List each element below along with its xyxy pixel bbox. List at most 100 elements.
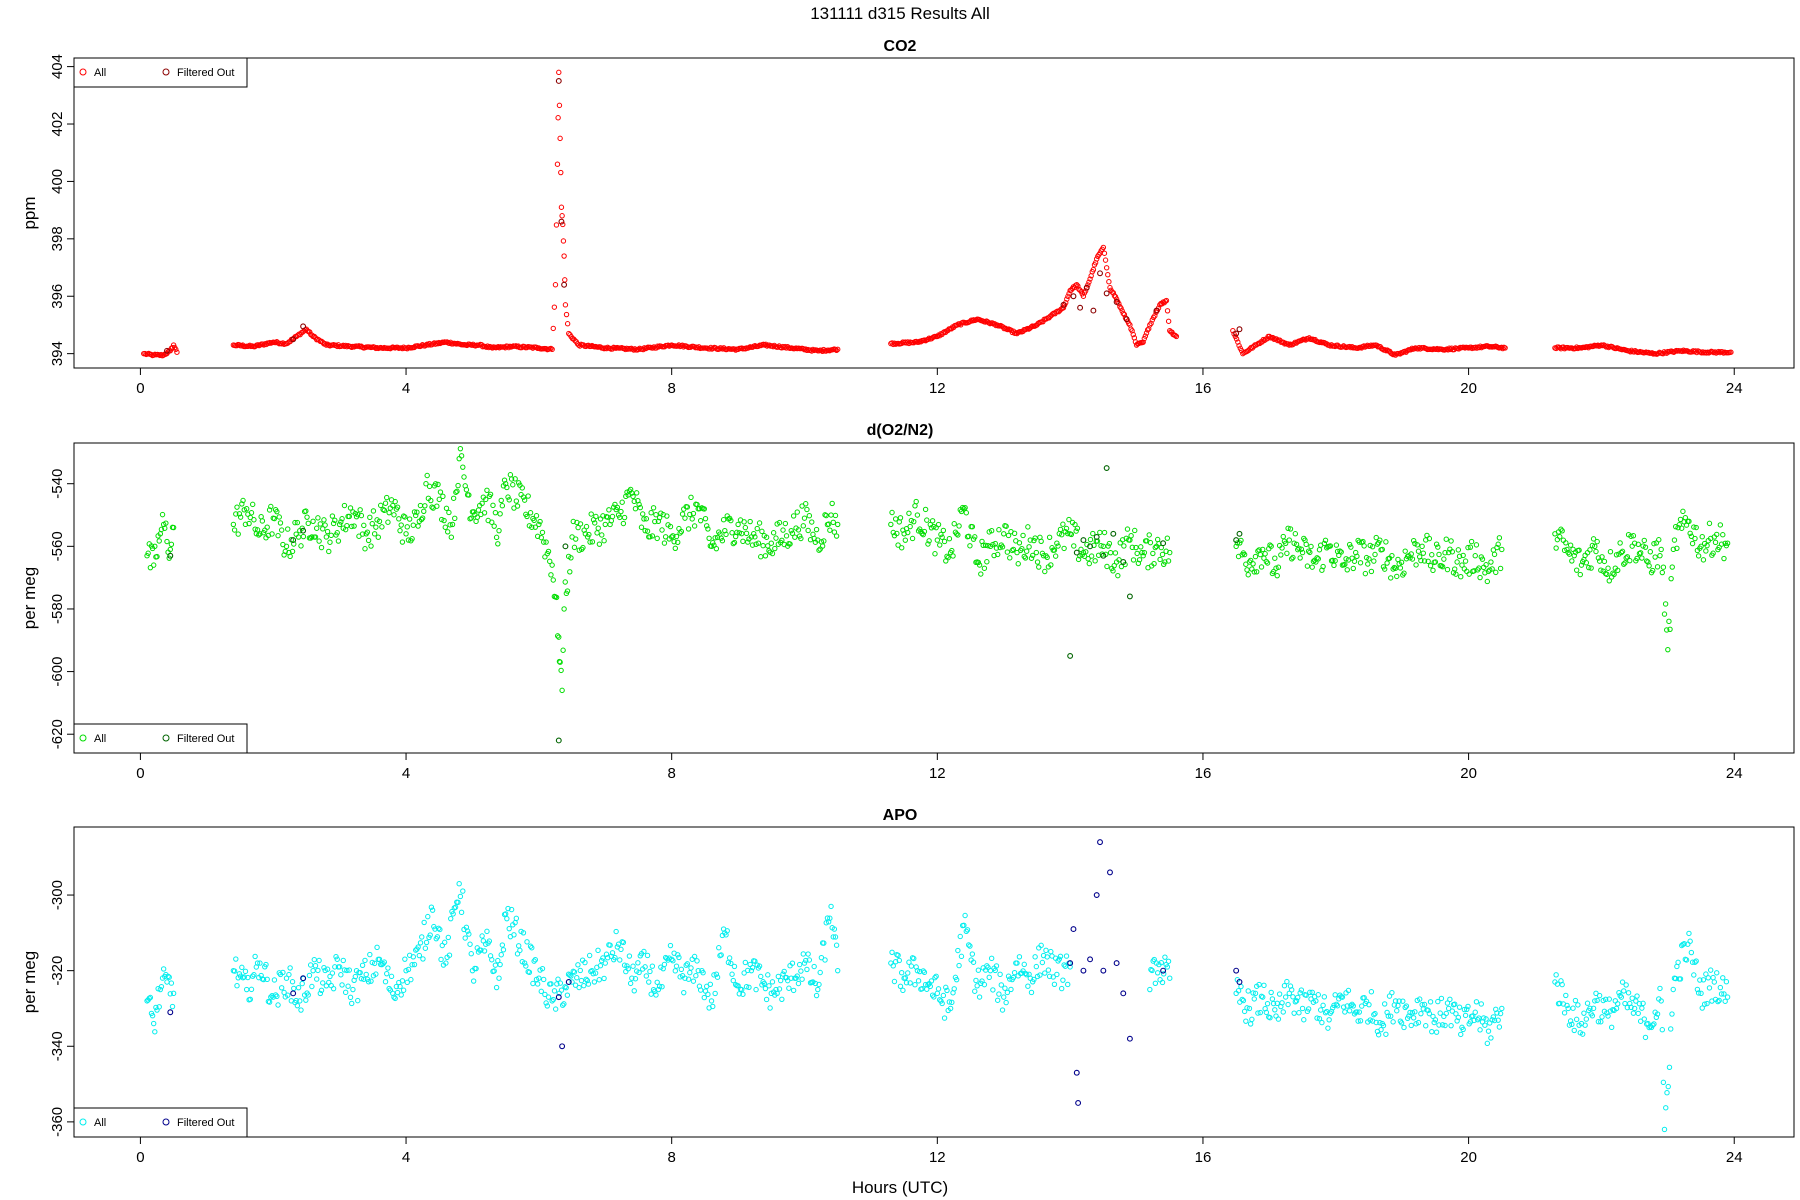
apo-point — [1320, 1002, 1326, 1009]
o2n2-point — [597, 516, 604, 522]
o2n2-point — [1381, 566, 1388, 572]
apo-point — [1383, 1031, 1389, 1037]
apo-point — [1635, 1010, 1641, 1017]
apo-point — [889, 949, 895, 955]
apo-point — [689, 956, 695, 962]
apo-point — [313, 976, 320, 982]
o2n2-axes: 0 4 8 12 16 20 24-540-560-580-600-620 — [49, 469, 1743, 782]
o2n2-point — [1124, 526, 1131, 532]
apo-point — [1386, 993, 1393, 999]
co2-point — [1101, 250, 1108, 256]
apo-point — [1615, 1001, 1621, 1007]
o2n2-point — [487, 491, 494, 498]
apo-point — [263, 961, 269, 968]
o2n2-point — [640, 511, 646, 517]
apo-point — [384, 970, 390, 977]
apo-point — [435, 925, 442, 932]
o2n2-point — [799, 503, 805, 509]
o2n2-point — [402, 514, 408, 520]
apo-point — [1356, 1009, 1363, 1015]
apo-point — [299, 980, 305, 987]
apo-point — [397, 983, 403, 990]
apo-point — [584, 977, 591, 984]
o2n2-point — [1448, 538, 1454, 544]
o2n2-point — [749, 542, 756, 548]
o2n2-point — [496, 527, 502, 534]
co2-y-tick-label: 398 — [49, 226, 66, 251]
o2n2-point — [1333, 542, 1340, 548]
apo-point — [1164, 964, 1171, 970]
apo-point — [1061, 962, 1067, 968]
o2n2-point — [243, 506, 250, 512]
apo-point — [470, 978, 477, 984]
o2n2-y-tick-label: -620 — [49, 719, 66, 749]
apo-point — [1443, 1010, 1449, 1017]
apo-point — [1640, 1000, 1646, 1007]
co2-point — [1382, 347, 1388, 353]
apo-point — [765, 972, 771, 978]
apo-point — [1613, 1005, 1620, 1012]
apo-point — [1494, 1010, 1500, 1016]
apo-point — [362, 957, 368, 964]
apo-point — [595, 947, 601, 954]
co2-point — [1163, 297, 1170, 304]
apo-point — [1359, 1003, 1365, 1009]
apo-point — [607, 942, 613, 948]
o2n2-point — [758, 554, 764, 560]
o2n2-point — [1566, 551, 1573, 557]
apo-point — [821, 940, 827, 946]
o2n2-point — [318, 544, 325, 551]
apo-point — [280, 969, 286, 976]
o2n2-point — [497, 511, 503, 517]
o2n2-point — [1409, 556, 1416, 562]
o2n2-panel-title: d(O2/N2) — [867, 422, 934, 439]
o2n2-point — [254, 527, 261, 533]
o2n2-point — [754, 525, 760, 532]
co2-point — [550, 325, 556, 332]
apo-point — [1553, 972, 1559, 978]
o2n2-point — [572, 536, 579, 542]
apo-point — [1650, 1022, 1656, 1028]
o2n2-point — [763, 534, 770, 540]
o2n2-point — [776, 519, 783, 526]
o2n2-point — [1721, 555, 1727, 562]
apo-point — [411, 961, 418, 968]
o2n2-point — [1092, 558, 1098, 564]
apo-point — [1003, 999, 1009, 1006]
apo-point — [497, 961, 503, 968]
o2n2-point — [762, 553, 769, 559]
apo-filtered-point — [1073, 1069, 1080, 1076]
o2n2-point — [1499, 546, 1505, 553]
apo-point — [1624, 1004, 1631, 1011]
o2n2-point — [291, 541, 297, 547]
o2n2-point — [599, 532, 605, 538]
o2n2-point — [1449, 549, 1455, 555]
o2n2-point — [940, 527, 947, 534]
o2n2-point — [1274, 572, 1280, 579]
apo-point — [234, 983, 240, 989]
o2n2-x-tick-label: 4 — [402, 765, 410, 782]
o2n2-point — [547, 558, 553, 565]
o2n2-point — [745, 539, 751, 545]
apo-point — [1244, 1005, 1250, 1011]
o2n2-point — [1167, 549, 1173, 556]
o2n2-point — [1569, 558, 1575, 564]
co2-x-tick-label: 4 — [402, 380, 410, 397]
apo-point — [1247, 1021, 1254, 1027]
o2n2-point — [632, 506, 639, 512]
apo-point — [1303, 992, 1309, 998]
o2n2-point — [491, 523, 497, 529]
co2-point — [718, 345, 725, 351]
apo-point — [753, 986, 759, 993]
apo-point — [1590, 1005, 1597, 1012]
co2-plot-frame — [73, 57, 1795, 369]
apo-point — [811, 963, 817, 970]
apo-point — [352, 973, 359, 980]
apo-point — [707, 981, 714, 988]
o2n2-point — [1573, 567, 1580, 573]
co2-point — [342, 342, 349, 349]
apo-point — [632, 976, 639, 982]
o2n2-point — [913, 498, 919, 505]
o2n2-point — [437, 489, 444, 495]
o2n2-point — [239, 501, 245, 507]
